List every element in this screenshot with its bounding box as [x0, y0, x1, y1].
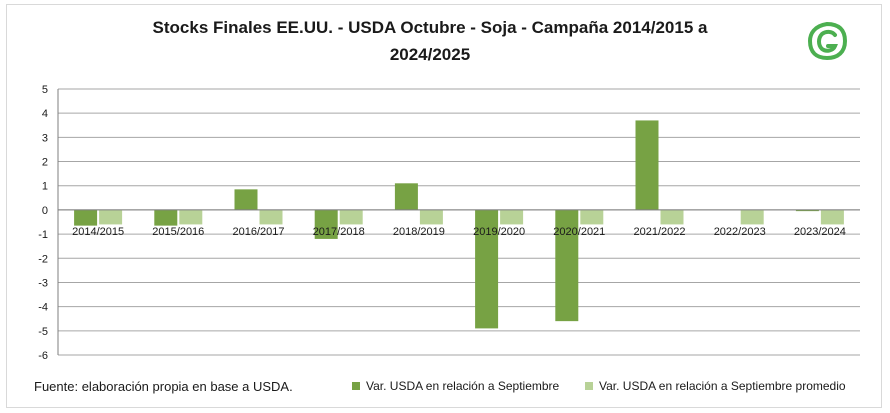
bar-septiembre: [234, 189, 258, 210]
x-tick-label: 2016/2017: [233, 226, 285, 238]
y-tick-label: -6: [38, 350, 48, 362]
bar-promedio: [820, 209, 844, 225]
bar-promedio: [259, 209, 283, 225]
x-tick-label: 2021/2022: [634, 226, 686, 238]
bar-promedio: [339, 209, 363, 225]
chart-frame: [6, 4, 882, 408]
bar-septiembre: [394, 183, 418, 210]
y-tick-label: -3: [38, 277, 48, 289]
source-note: Fuente: elaboración propia en base a USD…: [34, 379, 293, 394]
legend-label-promedio: Var. USDA en relación a Septiembre prome…: [599, 379, 846, 393]
x-tick-label: 2020/2021: [553, 226, 605, 238]
bar-promedio: [580, 209, 604, 225]
legend-label-septiembre: Var. USDA en relación a Septiembre: [366, 379, 560, 393]
x-tick-label: 2017/2018: [313, 226, 365, 238]
y-tick-label: -5: [38, 326, 48, 338]
legend-swatch-promedio: [585, 382, 593, 390]
chart-title-line2: 2024/2025: [389, 45, 471, 64]
bar-promedio: [99, 209, 123, 225]
chart-title-line1: Stocks Finales EE.UU. - USDA Octubre - S…: [152, 18, 708, 37]
bar-septiembre: [555, 209, 579, 322]
x-tick-label: 2023/2024: [794, 226, 846, 238]
bar-septiembre: [74, 209, 98, 226]
legend-entry-septiembre: Var. USDA en relación a Septiembre: [352, 379, 559, 393]
x-tick-label: 2015/2016: [152, 226, 204, 238]
logo-g-stroke: [817, 29, 838, 53]
y-tick-label: 5: [42, 84, 48, 96]
bar-promedio: [179, 209, 203, 225]
bar-septiembre: [635, 120, 659, 210]
y-tick-label: -4: [38, 302, 48, 314]
legend-swatch-septiembre: [352, 382, 360, 390]
x-tick-label: 2019/2020: [473, 226, 525, 238]
bar-promedio: [500, 209, 524, 225]
bar-promedio: [660, 209, 684, 225]
bar-promedio: [740, 209, 764, 225]
chart-title: Stocks Finales EE.UU. - USDA Octubre - S…: [100, 14, 760, 68]
leaf-g-logo-icon: [807, 21, 848, 61]
bar-septiembre: [314, 209, 338, 239]
x-tick-label: 2014/2015: [72, 226, 124, 238]
bar-septiembre: [475, 209, 499, 329]
y-tick-label: 2: [42, 157, 48, 169]
y-tick-label: 1: [42, 181, 48, 193]
legend-entry-promedio: Var. USDA en relación a Septiembre prome…: [585, 379, 846, 393]
y-tick-label: -1: [38, 229, 48, 241]
logo-leaf-outline: [807, 21, 848, 61]
y-tick-label: 3: [42, 132, 48, 144]
bar-septiembre: [795, 209, 819, 212]
y-tick-label: -2: [38, 253, 48, 265]
x-tick-label: 2022/2023: [714, 226, 766, 238]
bar-septiembre: [154, 209, 178, 226]
y-tick-label: 4: [42, 108, 48, 120]
y-tick-label: 0: [42, 205, 48, 217]
bar-promedio: [419, 209, 443, 225]
x-tick-label: 2018/2019: [393, 226, 445, 238]
